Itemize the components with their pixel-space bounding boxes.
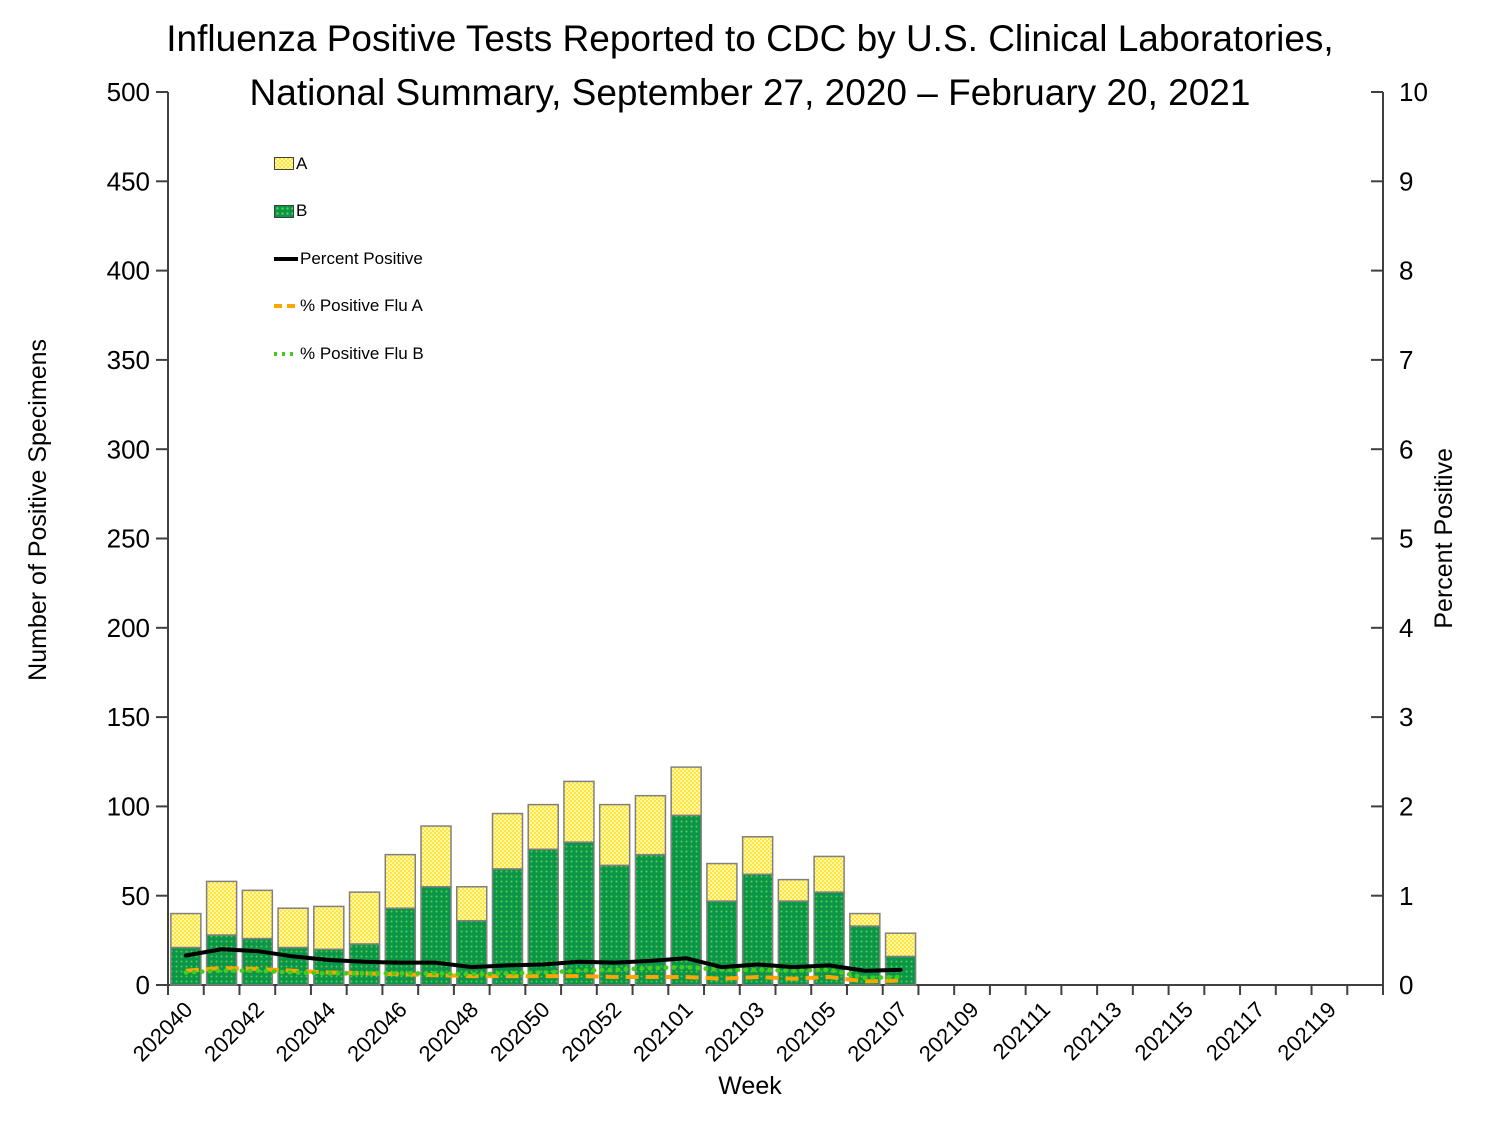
bar-flu-a bbox=[420, 825, 452, 888]
bar-flu-b bbox=[420, 886, 452, 986]
solid-line-swatch-icon bbox=[274, 256, 298, 261]
y-right-tick-label: 8 bbox=[1399, 256, 1413, 286]
y-right-tick-label: 4 bbox=[1399, 613, 1413, 643]
y-axis-title-right: Percent Positive bbox=[1429, 447, 1458, 629]
y-right-tick-label: 10 bbox=[1399, 77, 1428, 107]
bar-flu-a bbox=[777, 878, 810, 902]
legend-item-percent-positive: Percent Positive bbox=[274, 235, 424, 283]
y-right-tick-label: 2 bbox=[1399, 792, 1413, 822]
bar-flu-a bbox=[849, 912, 881, 927]
y-left-tick-label: 50 bbox=[121, 881, 150, 911]
percent-positive-line bbox=[183, 947, 903, 973]
x-tick-label: 202103 bbox=[700, 997, 770, 1067]
x-tick-label: 202046 bbox=[342, 997, 412, 1067]
pct-flu-b-line bbox=[183, 964, 903, 981]
x-axis-title: Week bbox=[718, 1072, 782, 1100]
y-right-tick-label: 7 bbox=[1399, 345, 1413, 375]
bar-flu-b bbox=[241, 937, 274, 986]
x-tick-label: 202050 bbox=[485, 997, 555, 1067]
x-tick-label: 202107 bbox=[843, 997, 913, 1067]
bar-flu-a bbox=[456, 886, 488, 922]
chart-legend: A B Percent Positive % Positive Flu A % … bbox=[274, 140, 424, 378]
x-tick-label: 202101 bbox=[628, 997, 698, 1067]
bar-flu-a bbox=[170, 912, 202, 949]
legend-item-pct-flu-b: % Positive Flu B bbox=[274, 330, 424, 378]
chart-title: Influenza Positive Tests Reported to CDC… bbox=[50, 12, 1450, 120]
x-tick-label: 202115 bbox=[1130, 997, 1198, 1065]
dotted-line-swatch-icon bbox=[274, 351, 298, 356]
y-left-tick-label: 100 bbox=[107, 792, 150, 822]
y-left-tick-label: 400 bbox=[107, 256, 150, 286]
dashed-line-swatch-icon bbox=[274, 304, 298, 309]
bar-flu-b bbox=[598, 864, 631, 986]
y-left-tick-label: 350 bbox=[107, 345, 150, 375]
bar-flu-a bbox=[384, 853, 417, 909]
bar-flu-a bbox=[527, 803, 559, 851]
flu-b-swatch-icon bbox=[274, 204, 294, 218]
y-right-tick-label: 5 bbox=[1399, 524, 1413, 554]
y-axis-title-left: Number of Positive Specimens bbox=[23, 339, 52, 681]
chart-title-line2: National Summary, September 27, 2020 – F… bbox=[249, 72, 1251, 113]
bar-flu-a bbox=[813, 855, 845, 893]
bar-flu-a bbox=[670, 766, 702, 817]
bar-flu-a bbox=[563, 780, 595, 843]
legend-item-pct-flu-a: % Positive Flu A bbox=[274, 283, 424, 331]
bar-flu-b bbox=[348, 943, 381, 986]
flu-a-swatch-icon bbox=[274, 157, 294, 171]
bar-flu-a bbox=[313, 905, 345, 951]
bar-flu-b bbox=[634, 853, 667, 986]
bar-flu-a bbox=[741, 836, 774, 876]
x-tick-label: 202040 bbox=[128, 997, 198, 1067]
y-right-tick-label: 0 bbox=[1399, 970, 1413, 1000]
bar-flu-b bbox=[706, 900, 738, 986]
y-left-tick-label: 300 bbox=[107, 434, 150, 464]
x-tick-label: 202105 bbox=[771, 997, 841, 1067]
y-left-tick-label: 0 bbox=[136, 970, 150, 1000]
x-tick-label: 202111 bbox=[988, 997, 1055, 1064]
y-right-tick-label: 1 bbox=[1399, 881, 1413, 911]
y-left-tick-label: 150 bbox=[107, 702, 150, 732]
y-left-tick-label: 500 bbox=[107, 77, 150, 107]
bar-flu-a bbox=[277, 907, 309, 949]
legend-item-flu-a-bar: A bbox=[274, 140, 424, 188]
y-left-tick-label: 450 bbox=[107, 166, 150, 196]
x-tick-label: 202113 bbox=[1058, 997, 1126, 1065]
bar-flu-b bbox=[205, 934, 238, 986]
bar-flu-a bbox=[205, 880, 238, 936]
y-right-tick-label: 3 bbox=[1399, 702, 1413, 732]
bar-flu-a bbox=[598, 803, 631, 867]
chart-title-line1: Influenza Positive Tests Reported to CDC… bbox=[166, 18, 1334, 59]
bar-flu-a bbox=[491, 812, 524, 870]
bar-flu-a bbox=[706, 862, 738, 902]
bar-flu-a bbox=[348, 891, 381, 945]
x-tick-label: 202119 bbox=[1272, 997, 1340, 1065]
bar-flu-b bbox=[277, 946, 309, 986]
y-left-tick-label: 250 bbox=[107, 524, 150, 554]
x-tick-label: 202052 bbox=[557, 997, 627, 1067]
x-tick-label: 202044 bbox=[271, 997, 341, 1067]
y-left-tick-label: 200 bbox=[107, 613, 150, 643]
y-right-tick-label: 6 bbox=[1399, 434, 1413, 464]
bar-flu-a bbox=[884, 932, 917, 958]
legend-item-flu-b-bar: B bbox=[274, 188, 424, 236]
bar-flu-b bbox=[313, 948, 345, 986]
x-tick-label: 202042 bbox=[199, 997, 269, 1067]
bar-flu-a bbox=[241, 889, 274, 940]
x-tick-label: 202117 bbox=[1201, 997, 1269, 1065]
x-tick-label: 202048 bbox=[414, 997, 484, 1067]
y-right-tick-label: 9 bbox=[1399, 166, 1413, 196]
bar-flu-a bbox=[634, 794, 667, 856]
x-tick-label: 202109 bbox=[914, 997, 984, 1067]
